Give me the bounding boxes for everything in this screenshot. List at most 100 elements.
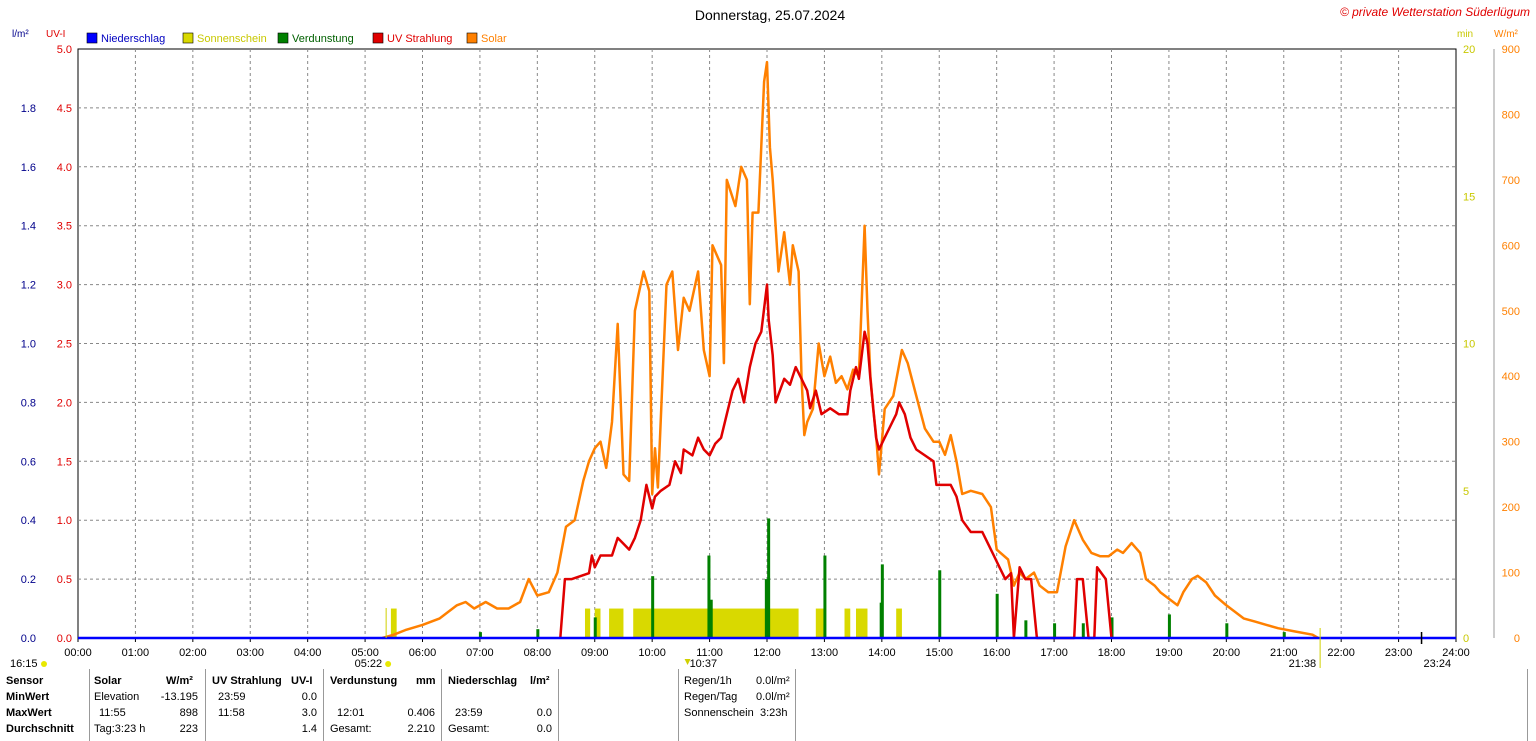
- stats-solar-header: Solar: [94, 675, 122, 687]
- left-uv-tick-label: 4.0: [57, 162, 72, 174]
- stats-max-label: MaxWert: [6, 707, 52, 719]
- left-uv-tick-label: 0.0: [57, 633, 72, 645]
- evaporation-bar: [709, 599, 713, 638]
- evaporation-bar: [938, 570, 942, 638]
- x-tick-label: 05:00: [351, 647, 379, 659]
- left-rain-tick-label: 1.6: [21, 162, 36, 174]
- left-rain-tick-label: 0.8: [21, 397, 36, 409]
- noon-label: 10:37: [690, 658, 718, 669]
- stats-sensor-header: Sensor: [6, 675, 44, 687]
- stats-separator: [441, 669, 442, 741]
- x-tick-label: 13:00: [811, 647, 839, 659]
- right-solar-tick-label: 400: [1502, 371, 1520, 383]
- legend-swatch-niederschlag: [86, 32, 98, 44]
- left-rain-tick-label: 1.2: [21, 280, 36, 292]
- rain-day-value: 0.0l/m²: [756, 691, 790, 703]
- evaporation-bar: [879, 602, 883, 638]
- stats-uv-max-value: 3.0: [301, 707, 317, 719]
- stats-solar-max-time: 11:55: [99, 707, 126, 719]
- stats-separator: [1527, 669, 1528, 741]
- right-solar-tick-label: 900: [1502, 44, 1520, 56]
- stats-verdunstung-unit: mm: [416, 675, 436, 687]
- legend-label-sonnenschein: Sonnenschein: [197, 33, 267, 45]
- right-axis-unit-min: min: [1457, 29, 1473, 40]
- stats-verdunstung-header: Verdunstung: [330, 675, 398, 687]
- legend: Niederschlag Sonnenschein Verdunstung UV…: [86, 32, 507, 45]
- series-layer: [78, 60, 1456, 640]
- stats-separator: [678, 669, 679, 741]
- right-min-tick-label: 15: [1463, 191, 1475, 203]
- stats-niederschlag-header: Niederschlag: [448, 675, 518, 687]
- stats-niederschlag-max-value: 0.0: [536, 707, 552, 719]
- stats-niederschlag-unit: l/m²: [530, 675, 550, 687]
- x-tick-label: 19:00: [1155, 647, 1183, 659]
- left-rain-tick-label: 0.0: [21, 633, 36, 645]
- axis-labels: 00:00 01:00 02:00 03:00 04:00 05:00 06:00 07:00…: [21, 44, 1520, 659]
- right-axis-unit-solar: W/m²: [1494, 29, 1519, 40]
- evaporation-bar: [651, 576, 655, 638]
- left-rain-tick-label: 1.0: [21, 339, 36, 351]
- stats-solar-avg-value: 223: [179, 723, 198, 735]
- copyright-text: © private Wetterstation Süderlügum: [1340, 5, 1530, 19]
- left-rain-tick-label: 0.4: [21, 515, 36, 527]
- x-tick-label: 08:00: [524, 647, 552, 659]
- x-tick-label: 12:00: [753, 647, 781, 659]
- sunrise-icon: [385, 661, 392, 667]
- stats-min-label: MinWert: [6, 691, 50, 703]
- sunshine-bar: [633, 608, 799, 638]
- evaporation-bar: [536, 629, 540, 638]
- right-solar-tick-label: 200: [1502, 502, 1520, 514]
- moonset-label: 16:15: [10, 658, 38, 669]
- rain-day-label: Regen/Tag: [684, 691, 738, 703]
- sunrise-label: 05:22: [355, 658, 383, 669]
- evaporation-bar: [1024, 620, 1028, 638]
- stats-uv-min-value: 0.0: [301, 691, 317, 703]
- evaporation-bar: [1225, 623, 1229, 638]
- stats-separator: [323, 669, 324, 741]
- evaporation-bar: [1282, 632, 1286, 638]
- sunshine-bar: [609, 608, 624, 638]
- stats-verdunstung-max-value: 0.406: [407, 707, 435, 719]
- stats-panel: Sensor MinWert MaxWert Durchschnitt Sola…: [0, 669, 1536, 741]
- sunset-label: 21:38: [1289, 658, 1317, 669]
- legend-label-uv: UV Strahlung: [387, 33, 452, 45]
- evaporation-bar: [478, 632, 482, 638]
- stats-niederschlag-total-value: 0.0: [536, 723, 552, 735]
- rain-1h-value: 0.0l/m²: [756, 675, 790, 687]
- stats-separator: [558, 669, 559, 741]
- sunshine-bar: [844, 608, 851, 638]
- right-solar-tick-label: 0: [1514, 633, 1520, 645]
- right-solar-tick-label: 600: [1502, 240, 1520, 252]
- moonrise-label: 23:24: [1424, 658, 1452, 669]
- left-uv-tick-label: 1.5: [57, 456, 72, 468]
- sunshine-label: Sonnenschein: [684, 707, 754, 719]
- left-rain-tick-label: 0.6: [21, 456, 36, 468]
- moonset-icon: [41, 661, 47, 667]
- x-tick-label: 10:00: [638, 647, 666, 659]
- x-tick-label: 00:00: [64, 647, 92, 659]
- sunshine-bar: [855, 608, 868, 638]
- x-tick-label: 11:00: [696, 647, 723, 659]
- sunshine-value: 3:23h: [760, 707, 788, 719]
- left-uv-tick-label: 3.0: [57, 280, 72, 292]
- uv-line: [559, 283, 1113, 640]
- evaporation-bar: [767, 518, 771, 638]
- stats-niederschlag-total-label: Gesamt:: [448, 723, 490, 735]
- rain-1h-label: Regen/1h: [684, 675, 732, 687]
- stats-separator: [795, 669, 796, 741]
- grid: [77, 48, 1495, 642]
- evaporation-bar: [823, 555, 827, 638]
- x-tick-label: 03:00: [236, 647, 264, 659]
- x-tick-label: 18:00: [1098, 647, 1126, 659]
- right-min-tick-label: 20: [1463, 44, 1475, 56]
- right-solar-tick-label: 300: [1502, 437, 1520, 449]
- x-tick-label: 23:00: [1385, 647, 1413, 659]
- stats-verdunstung-total-value: 2.210: [407, 723, 435, 735]
- stats-solar-unit: W/m²: [166, 675, 193, 687]
- stats-verdunstung-total-label: Gesamt:: [330, 723, 372, 735]
- stats-solar-min-value: -13.195: [160, 691, 198, 703]
- evaporation-bar: [1110, 617, 1114, 638]
- sunshine-bar: [896, 608, 902, 638]
- left-uv-tick-label: 4.5: [57, 103, 72, 115]
- stats-uv-unit: UV-I: [291, 675, 313, 687]
